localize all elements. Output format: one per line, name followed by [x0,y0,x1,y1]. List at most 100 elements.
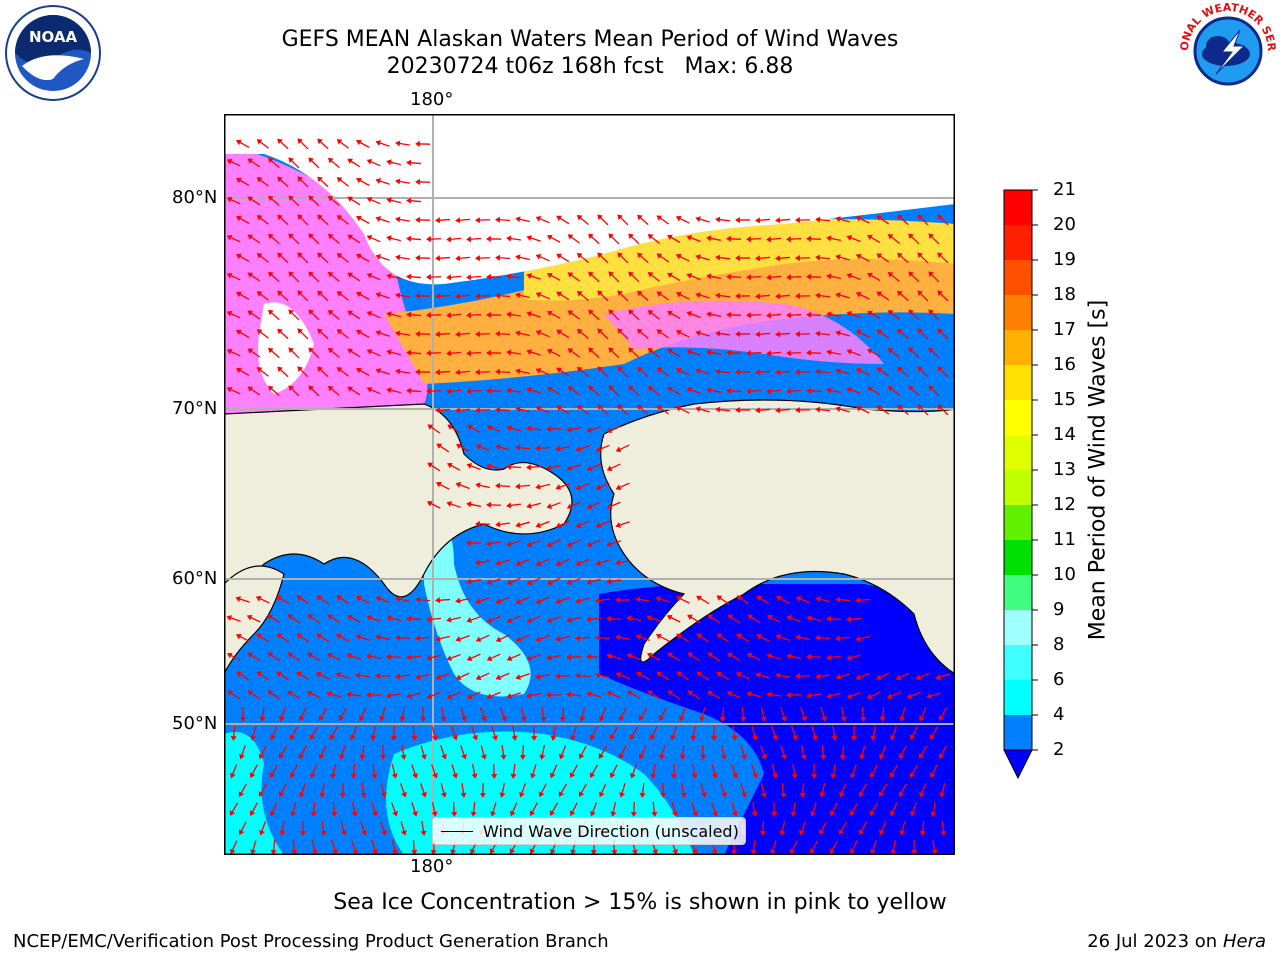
wind-wave-arrowhead [495,482,501,489]
wind-wave-arrowhead [511,735,518,741]
wind-wave-arrowhead [929,734,936,740]
wind-wave-arrowhead [686,349,693,355]
wind-wave-arrowhead [297,366,303,372]
wind-wave-arrowhead [897,404,903,411]
wind-wave-arrowhead [327,385,334,392]
wind-wave-arrowhead [606,503,613,510]
wind-wave-arrowhead [256,671,263,677]
wind-wave-arrowhead [426,350,431,357]
wind-wave-arrowhead [375,178,382,184]
wind-wave-arrowhead [670,734,676,741]
wind-wave-arrowhead [879,716,886,722]
footer-org: NCEP/EMC/Verification Post Processing Pr… [13,931,609,952]
wind-wave-arrowhead [617,366,623,372]
wind-wave-arrowhead [918,715,925,722]
wind-wave-arrowhead [446,274,452,281]
wind-wave-arrowhead [235,633,242,640]
wind-wave-arrowhead [538,791,545,798]
wind-wave-arrowhead [475,407,481,414]
wind-wave-arrowhead [809,848,816,854]
wind-wave-arrowhead [288,309,294,315]
wind-wave-arrowhead [937,214,943,221]
wind-wave-arrowhead [706,311,712,318]
wind-wave-arrowhead [366,234,373,241]
wind-wave-arrowhead [570,849,577,855]
wind-wave-arrowhead [755,407,761,414]
wind-wave-arrowhead [855,291,862,298]
wind-wave-arrowhead [455,407,461,414]
wind-wave-arrowhead [332,849,338,855]
wind-wave-arrowhead [726,690,733,697]
wind-wave-arrowhead [615,634,621,641]
colorbar-tick-label: 17 [1053,319,1076,340]
wind-wave-arrowhead [426,654,432,661]
no-data-north [224,114,955,285]
wind-wave-arrowhead [515,636,522,643]
wind-wave-arrowhead [686,273,693,279]
wind-wave-arrowhead [599,715,605,722]
wind-wave-arrowhead [588,385,594,392]
colorbar-tick-label: 8 [1053,634,1065,655]
wind-wave-arrowhead [455,482,462,488]
wind-wave-arrowhead [475,217,481,224]
wind-wave-arrowhead [238,791,245,797]
wind-wave-arrowhead [335,672,341,678]
wind-wave-arrowhead [450,849,457,855]
wind-wave-arrowhead [546,234,553,241]
wind-wave-arrowhead [630,811,637,817]
wind-wave-arrowhead [226,234,233,241]
wind-wave-arrowhead [256,215,263,221]
wind-wave-arrowhead [806,387,812,394]
wind-wave-arrowhead [846,349,853,355]
colorbar-segment [1004,680,1032,715]
wind-wave-arrowhead [379,716,385,722]
wind-wave-arrowhead [866,693,873,700]
wind-wave-arrowhead [308,385,314,392]
wind-wave-arrowhead [486,424,493,431]
wind-wave-arrowhead [897,366,903,373]
wind-wave-arrowhead [308,233,314,240]
wind-wave-arrowhead [731,850,738,855]
map-canvas [223,113,956,856]
wind-wave-arrowhead [829,848,836,854]
wind-wave-arrowhead [239,753,245,760]
wind-wave-arrowhead [395,673,401,680]
wind-wave-arrowhead [686,311,693,317]
wind-wave-arrowhead [917,214,923,220]
wind-wave-arrowhead [672,848,678,855]
wind-wave-arrowhead [770,812,778,817]
wind-wave-arrowhead [267,614,273,620]
wind-wave-arrowhead [821,716,827,722]
wind-wave-arrowhead [835,406,841,413]
wind-wave-arrowhead [296,671,302,678]
wind-wave-arrowhead [356,253,362,260]
wind-wave-arrowhead [910,850,918,855]
wind-wave-arrowhead [806,349,812,356]
wind-wave-arrowhead [795,596,802,602]
wind-wave-arrowhead [475,255,481,262]
wind-wave-arrowhead [735,406,740,414]
wind-wave-arrowhead [575,672,581,679]
wind-wave-arrowhead [415,292,420,299]
wind-wave-arrowhead [375,595,382,602]
wind-wave-arrowhead [736,633,742,639]
wind-wave-arrowhead [700,754,707,760]
wind-wave-arrowhead [495,559,501,566]
wind-wave-arrowhead [500,754,507,760]
lat-label-60: 60°N [172,568,218,589]
wind-wave-arrowhead [775,293,781,300]
wind-wave-arrowhead [239,717,247,722]
wind-wave-arrowhead [495,636,502,643]
wind-wave-arrowhead [597,404,603,411]
wind-wave-arrowhead [360,792,367,798]
wind-wave-arrowhead [772,734,778,741]
wind-wave-arrowhead [472,734,478,741]
wind-wave-arrowhead [277,252,283,259]
wind-wave-arrowhead [256,177,263,183]
wind-wave-arrowhead [675,253,682,260]
wind-wave-arrowhead [401,791,407,798]
wind-wave-arrowhead [535,445,541,452]
wind-wave-arrowhead [589,772,596,778]
wind-wave-arrowhead [506,387,512,394]
wind-wave-arrowhead [628,309,634,316]
